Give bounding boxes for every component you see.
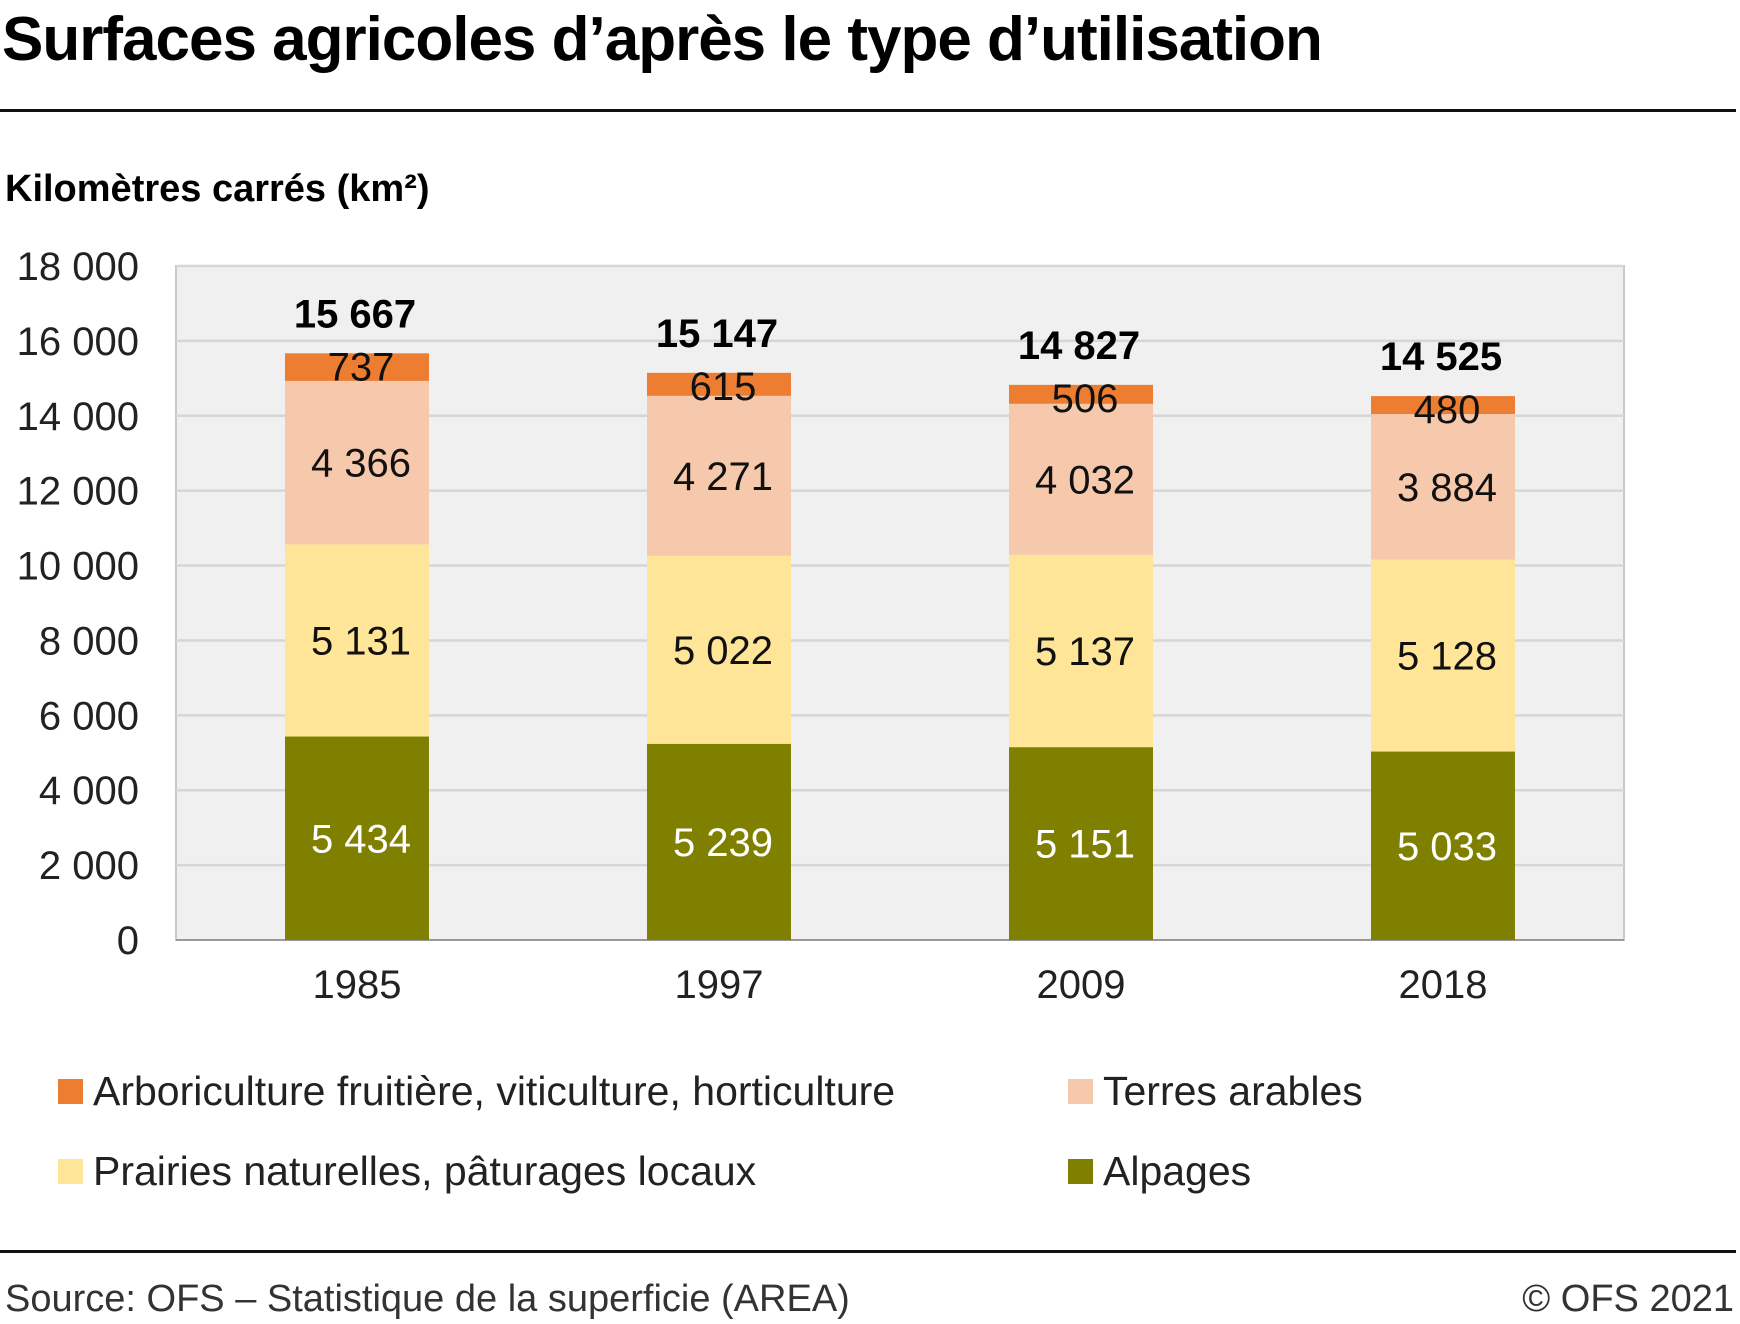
data-label: 737 <box>328 345 395 389</box>
bottom-divider <box>0 1250 1736 1253</box>
data-label: 3 884 <box>1397 466 1497 510</box>
legend-swatch <box>58 1159 83 1184</box>
data-label: 5 137 <box>1035 630 1135 674</box>
y-tick-label: 8 000 <box>39 619 139 663</box>
data-label: 5 022 <box>673 629 773 673</box>
legend-item-alpages: Alpages <box>1068 1148 1251 1195</box>
legend-item-arboriculture: Arboriculture fruitière, viticulture, ho… <box>58 1068 895 1115</box>
y-tick-label: 14 000 <box>17 395 139 439</box>
legend-label: Arboriculture fruitière, viticulture, ho… <box>93 1068 896 1114</box>
data-label: 4 032 <box>1035 458 1135 502</box>
x-tick-label: 2018 <box>1399 963 1488 1007</box>
legend-label: Terres arables <box>1103 1068 1363 1114</box>
x-tick-label: 1997 <box>675 963 764 1007</box>
bar-segment <box>1371 414 1515 560</box>
bar-segment <box>1371 396 1515 415</box>
legend-swatch <box>1068 1079 1093 1104</box>
total-label: 15 667 <box>294 292 416 336</box>
total-label: 14 827 <box>1018 324 1140 368</box>
x-tick-label: 1985 <box>313 963 402 1007</box>
bar-segment <box>1009 384 1153 404</box>
legend-label: Alpages <box>1103 1148 1252 1194</box>
copyright: © OFS 2021 <box>1522 1278 1734 1320</box>
y-tick-label: 2 000 <box>39 844 139 888</box>
data-label: 4 271 <box>673 455 773 499</box>
data-label: 5 151 <box>1035 823 1135 867</box>
bar-segment <box>1371 751 1515 940</box>
y-axis-label: Kilomètres carrés (km²) <box>5 168 430 210</box>
bar-segment <box>1009 747 1153 940</box>
legend-label: Prairies naturelles, pâturages locaux <box>93 1148 757 1194</box>
bar-segment <box>647 372 791 396</box>
y-tick-label: 6 000 <box>39 694 139 738</box>
bar-segment <box>1371 559 1515 752</box>
y-tick-label: 10 000 <box>17 545 139 589</box>
legend-swatch <box>1068 1159 1093 1184</box>
y-tick-label: 0 <box>117 919 139 963</box>
bar-segment <box>285 353 429 381</box>
bar-segment <box>285 380 429 545</box>
total-label: 14 525 <box>1380 335 1502 379</box>
legend-swatch <box>58 1079 83 1104</box>
data-label: 5 131 <box>311 619 411 663</box>
bar-segment <box>285 736 429 940</box>
data-label: 5 434 <box>311 817 411 861</box>
legend-item-prairies: Prairies naturelles, pâturages locaux <box>58 1148 756 1195</box>
y-tick-label: 18 000 <box>17 245 139 289</box>
data-label: 506 <box>1052 377 1119 421</box>
bar-segment <box>647 395 791 556</box>
data-label: 5 128 <box>1397 635 1497 679</box>
y-tick-label: 4 000 <box>39 769 139 813</box>
legend-item-terres-arables: Terres arables <box>1068 1068 1363 1115</box>
total-label: 15 147 <box>656 312 778 356</box>
bar-segment <box>1009 554 1153 748</box>
bar-segment <box>647 743 791 940</box>
bar-segment <box>647 555 791 744</box>
data-label: 5 239 <box>673 821 773 865</box>
chart-title: Surfaces agricoles d’après le type d’uti… <box>2 5 1323 74</box>
data-label: 5 033 <box>1397 825 1497 869</box>
data-label: 480 <box>1414 388 1481 432</box>
bar-segment <box>1009 403 1153 555</box>
data-label: 4 366 <box>311 442 411 486</box>
data-label: 615 <box>690 365 757 409</box>
top-divider <box>0 109 1736 112</box>
y-tick-label: 12 000 <box>17 470 139 514</box>
source-note: Source: OFS – Statistique de la superfic… <box>5 1278 850 1320</box>
bar-segment <box>285 544 429 737</box>
y-tick-label: 16 000 <box>17 320 139 364</box>
x-tick-label: 2009 <box>1037 963 1126 1007</box>
